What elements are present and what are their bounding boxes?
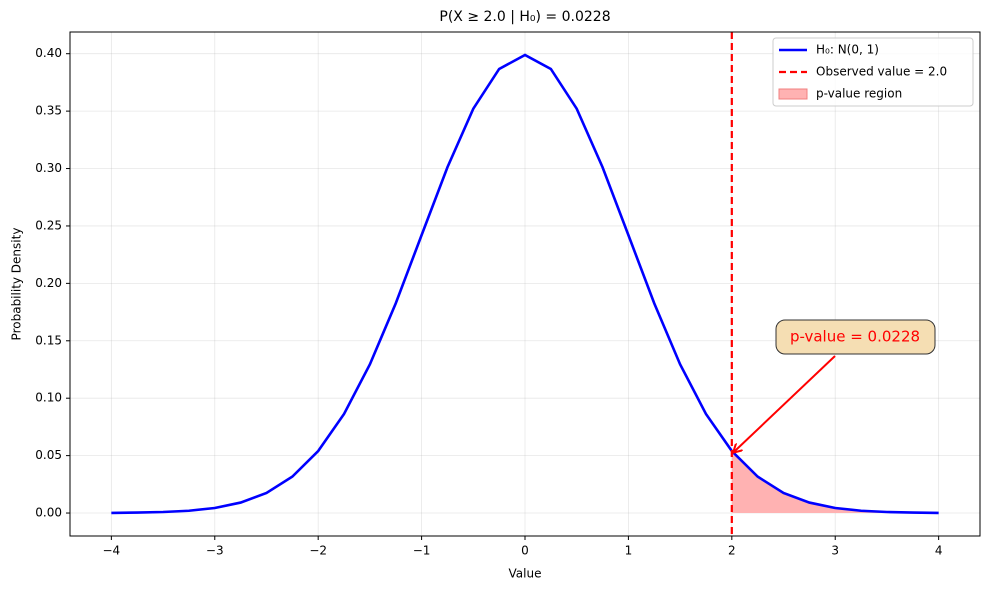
y-tick-label: 0.40: [35, 46, 62, 60]
chart-title: P(X ≥ 2.0 | H₀) = 0.0228: [439, 9, 610, 25]
y-tick-label: 0.10: [35, 391, 62, 405]
annotation-arrow: [734, 355, 836, 452]
y-axis-label: Probability Density: [10, 228, 24, 341]
x-tick-label: −2: [309, 544, 327, 558]
y-tick-label: 0.20: [35, 276, 62, 290]
y-tick-label: 0.35: [35, 104, 62, 118]
legend-swatch: [778, 88, 808, 100]
legend-frame: [772, 37, 974, 107]
x-tick-label: −1: [413, 544, 431, 558]
x-tick-label: −4: [103, 544, 121, 558]
legend-label: H₀: N(0, 1): [816, 43, 879, 57]
p-value-area: [731, 451, 939, 514]
x-tick-label: 1: [625, 544, 633, 558]
x-tick-label: −3: [206, 544, 224, 558]
x-tick-label: 2: [728, 544, 736, 558]
density-curve: [111, 53, 939, 515]
y-tick-label: 0.30: [35, 161, 62, 175]
legend: H₀: N(0, 1) Observed value = 2.0 p-value r…: [772, 37, 974, 107]
y-tick-label: 0.25: [35, 218, 62, 232]
annotation-text: p-value = 0.0228: [790, 328, 920, 346]
x-tick-label: 4: [935, 544, 943, 558]
annotation-box: [775, 319, 936, 355]
y-tick-label: 0.00: [35, 506, 62, 520]
x-axis-label: Value: [509, 567, 542, 581]
x-tick-label: 0: [521, 544, 529, 558]
plot-frame: [69, 31, 981, 537]
legend-label: Observed value = 2.0: [816, 65, 947, 79]
y-tick-label: 0.05: [35, 448, 62, 462]
legend-label: p-value region: [816, 87, 902, 101]
x-tick-label: 3: [831, 544, 839, 558]
y-tick-label: 0.15: [35, 333, 62, 347]
